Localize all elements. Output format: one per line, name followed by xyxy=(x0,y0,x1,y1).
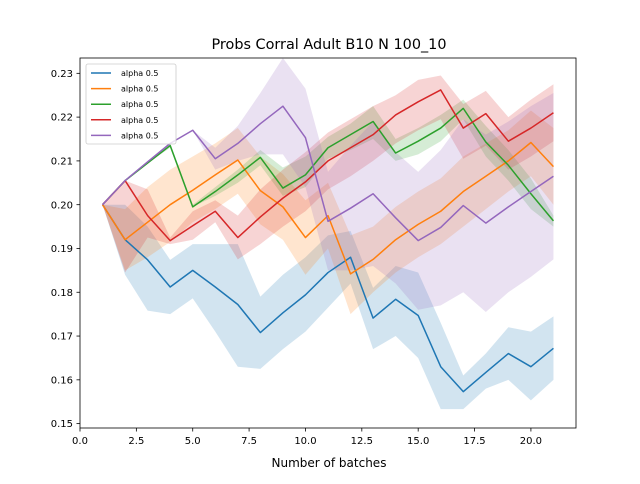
legend-label-3: alpha 0.5 xyxy=(121,100,158,109)
confidence-bands xyxy=(102,58,554,410)
x-tick-label: 5.0 xyxy=(185,436,201,447)
series-2-line xyxy=(101,141,554,275)
series-3-band xyxy=(102,99,554,227)
series-1-line xyxy=(101,204,554,393)
y-tick-label: 0.17 xyxy=(51,332,73,343)
y-tick-label: 0.21 xyxy=(51,156,73,167)
series-5-band xyxy=(102,58,554,312)
chart-title: Probs Corral Adult B10 N 100_10 xyxy=(212,37,447,53)
y-tick-label: 0.15 xyxy=(51,419,73,430)
legend-label-1: alpha 0.5 xyxy=(121,69,158,78)
series-lines xyxy=(101,89,555,393)
x-tick-label: 15.0 xyxy=(407,436,429,447)
series-4-band xyxy=(102,75,554,273)
legend-box xyxy=(85,63,177,145)
y-tick-label: 0.19 xyxy=(51,244,73,255)
legend-label-5: alpha 0.5 xyxy=(121,131,158,140)
x-axis-label: Number of batches xyxy=(272,456,387,470)
x-tick-label: 0.0 xyxy=(72,436,88,447)
x-tick-label: 10.0 xyxy=(294,436,316,447)
y-tick-label: 0.22 xyxy=(51,113,73,124)
x-tick-label: 7.5 xyxy=(241,436,257,447)
y-tick-label: 0.16 xyxy=(51,375,73,386)
x-tick-label: 17.5 xyxy=(463,436,485,447)
legend-label-2: alpha 0.5 xyxy=(121,85,158,94)
legend-label-4: alpha 0.5 xyxy=(121,116,158,125)
series-5-line xyxy=(102,105,554,242)
y-tick-label: 0.18 xyxy=(51,288,73,299)
x-tick-label: 2.5 xyxy=(128,436,144,447)
legend: alpha 0.5 alpha 0.5 alpha 0.5 alpha 0.5 alph… xyxy=(85,63,177,145)
series-3-line xyxy=(102,107,555,222)
y-tick-label: 0.23 xyxy=(51,69,73,80)
x-tick-label: 20.0 xyxy=(520,436,542,447)
axes: 0.0 2.5 5.0 7.5 10.0 12.5 15.0 17.5 20.0 0.15 0.16… xyxy=(51,57,577,447)
x-tick-label: 12.5 xyxy=(351,436,373,447)
series-4-line xyxy=(102,89,554,242)
plot-frame xyxy=(79,57,577,429)
series-2-band xyxy=(102,110,554,315)
y-tick-label: 0.20 xyxy=(51,200,73,211)
series-1-band xyxy=(102,204,554,410)
